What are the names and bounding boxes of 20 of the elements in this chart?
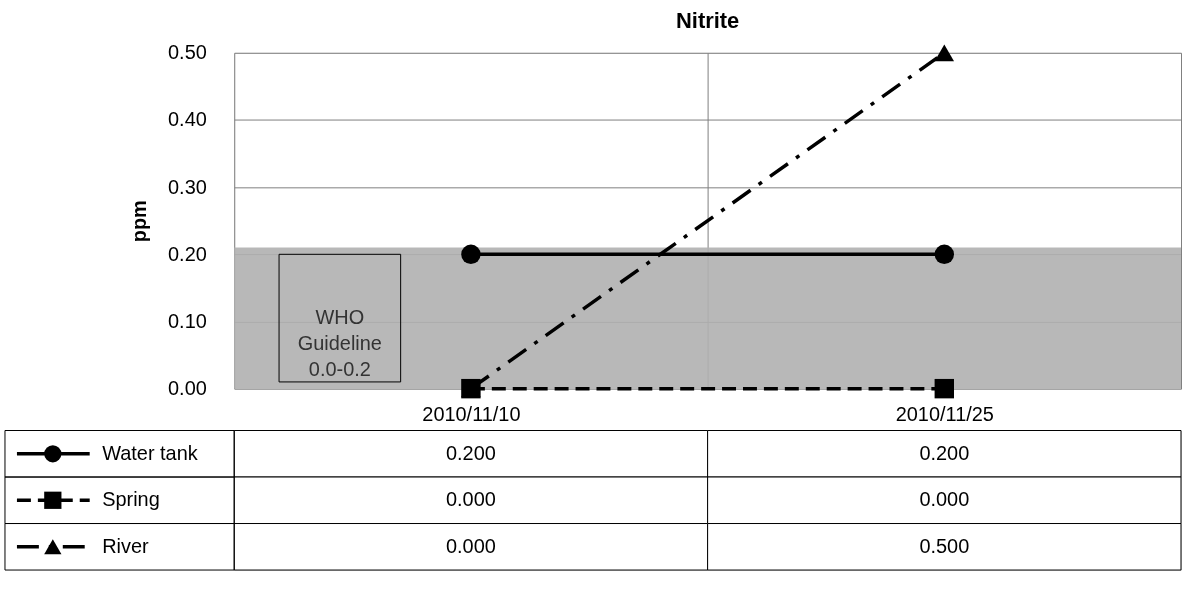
x-tick-label: 2010/11/10	[422, 403, 521, 426]
legend-label: River	[102, 534, 150, 557]
data-label: 0.000	[919, 488, 970, 511]
legend-label: Water tank	[102, 441, 198, 464]
band-label: WHO Guideline 0.0-0.2	[297, 306, 382, 380]
data-label: 0.200	[919, 441, 970, 464]
chart-title: Nitrite	[675, 7, 740, 33]
x-tick-label: 2010/11/25	[895, 403, 994, 426]
legend-label: Spring	[102, 488, 160, 511]
data-label: 0.000	[445, 534, 496, 557]
data-label: 0.500	[919, 534, 970, 557]
y-tick-label: 0.20	[168, 242, 207, 265]
data-label: 0.000	[445, 488, 496, 511]
y-axis-title: ppm	[128, 200, 151, 243]
y-tick-label: 0.00	[168, 377, 207, 400]
y-tick-label: 0.30	[168, 175, 207, 198]
y-tick-label: 0.40	[168, 108, 207, 131]
data-label: 0.200	[445, 441, 496, 464]
y-tick-label: 0.10	[168, 309, 207, 332]
y-tick-label: 0.50	[168, 41, 207, 64]
